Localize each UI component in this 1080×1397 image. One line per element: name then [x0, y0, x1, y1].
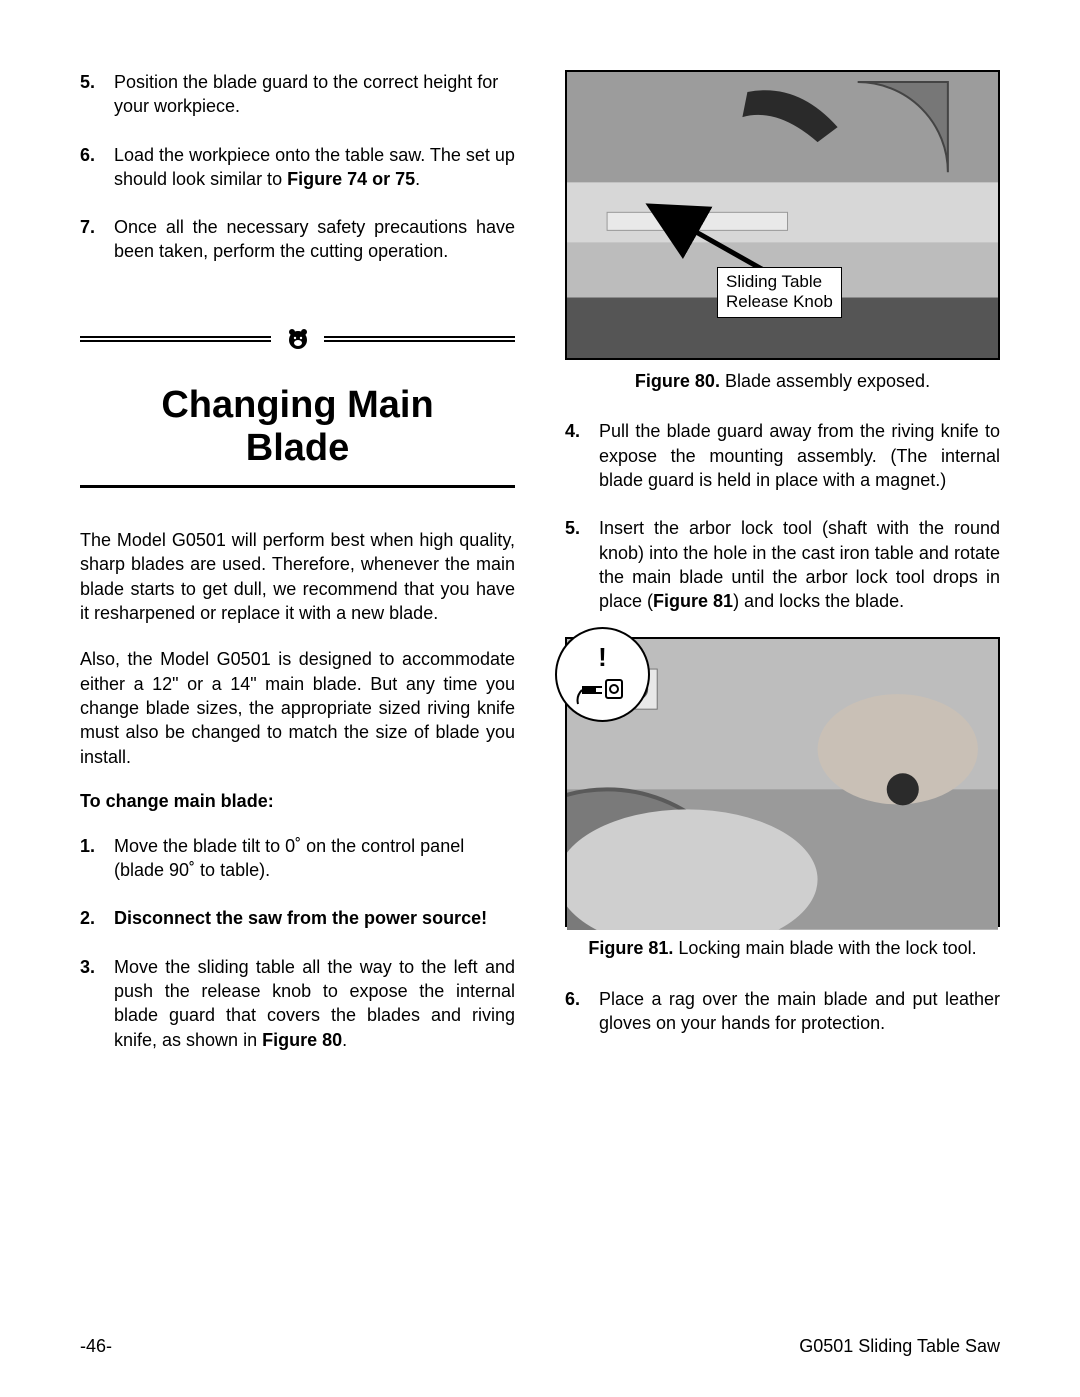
- callout-line2: Release Knob: [726, 292, 833, 311]
- page-footer: -46- G0501 Sliding Table Saw: [80, 1336, 1000, 1357]
- list-text: Place a rag over the main blade and put …: [599, 987, 1000, 1036]
- page-number: -46-: [80, 1336, 112, 1357]
- rule-line-right: [324, 336, 515, 342]
- list-item: 6. Place a rag over the main blade and p…: [565, 987, 1000, 1036]
- unplug-warning-icon: !: [555, 627, 650, 722]
- list-text: Pull the blade guard away from the rivin…: [599, 419, 1000, 492]
- section-divider: [80, 324, 515, 354]
- rule-line-left: [80, 336, 271, 342]
- list-text: Insert the arbor lock tool (shaft with t…: [599, 516, 1000, 613]
- document-title: G0501 Sliding Table Saw: [799, 1336, 1000, 1357]
- plug-icon: [576, 672, 630, 706]
- list-item: 7. Once all the necessary safety precaut…: [80, 215, 515, 264]
- figure-81-caption: Figure 81. Locking main blade with the l…: [565, 937, 1000, 960]
- list-text: Once all the necessary safety precaution…: [114, 215, 515, 264]
- list-number: 6.: [80, 143, 114, 192]
- list-text: Position the blade guard to the correct …: [114, 70, 515, 119]
- section-title: Changing Main Blade: [80, 384, 515, 471]
- list-number: 5.: [80, 70, 114, 119]
- list-text-post: ) and locks the blade.: [733, 591, 904, 611]
- figure-80-caption: Figure 80. Blade assembly exposed.: [565, 370, 1000, 393]
- figure-80: Sliding Table Release Knob: [565, 70, 1000, 360]
- section-title-line1: Changing Main: [161, 384, 433, 426]
- right-column: Sliding Table Release Knob Figure 80. Bl…: [565, 70, 1000, 1076]
- list-item: 4. Pull the blade guard away from the ri…: [565, 419, 1000, 492]
- punct: .: [415, 169, 420, 189]
- figure-80-callout: Sliding Table Release Knob: [717, 267, 842, 318]
- figure-caption-text: Blade assembly exposed.: [720, 371, 930, 391]
- section-title-line2: Blade: [246, 427, 349, 469]
- figure-ref: Figure 81: [653, 591, 733, 611]
- title-underline: [80, 485, 515, 488]
- punct: .: [342, 1030, 347, 1050]
- callout-line1: Sliding Table: [726, 272, 822, 291]
- list-text: Disconnect the saw from the power source…: [114, 906, 515, 930]
- list-number: 6.: [565, 987, 599, 1036]
- warning-bang: !: [598, 644, 607, 670]
- bear-icon: [280, 324, 316, 354]
- list-text: Move the sliding table all the way to th…: [114, 955, 515, 1052]
- list-text: Load the workpiece onto the table saw. T…: [114, 143, 515, 192]
- list-item: 5. Position the blade guard to the corre…: [80, 70, 515, 119]
- list-item: 1. Move the blade tilt to 0˚ on the cont…: [80, 834, 515, 883]
- list-item: 6. Load the workpiece onto the table saw…: [80, 143, 515, 192]
- list-text: Move the blade tilt to 0˚ on the control…: [114, 834, 515, 883]
- figure-label: Figure 81.: [588, 938, 673, 958]
- figure-caption-text: Locking main blade with the lock tool.: [673, 938, 976, 958]
- list-number: 1.: [80, 834, 114, 883]
- list-number: 4.: [565, 419, 599, 492]
- two-column-layout: 5. Position the blade guard to the corre…: [80, 70, 1000, 1076]
- intro-paragraph-2: Also, the Model G0501 is designed to acc…: [80, 647, 515, 768]
- list-item: 3. Move the sliding table all the way to…: [80, 955, 515, 1052]
- manual-page: 5. Position the blade guard to the corre…: [0, 0, 1080, 1397]
- figure-81: !: [565, 637, 1000, 927]
- list-number: 7.: [80, 215, 114, 264]
- figure-ref: Figure 80: [262, 1030, 342, 1050]
- left-column: 5. Position the blade guard to the corre…: [80, 70, 515, 1076]
- intro-paragraph-1: The Model G0501 will perform best when h…: [80, 528, 515, 625]
- figure-label: Figure 80.: [635, 371, 720, 391]
- list-number: 3.: [80, 955, 114, 1052]
- list-number: 2.: [80, 906, 114, 930]
- figure-ref: Figure 74 or 75: [287, 169, 415, 189]
- list-number: 5.: [565, 516, 599, 613]
- list-item: 2. Disconnect the saw from the power sou…: [80, 906, 515, 930]
- list-item: 5. Insert the arbor lock tool (shaft wit…: [565, 516, 1000, 613]
- procedure-subhead: To change main blade:: [80, 791, 515, 812]
